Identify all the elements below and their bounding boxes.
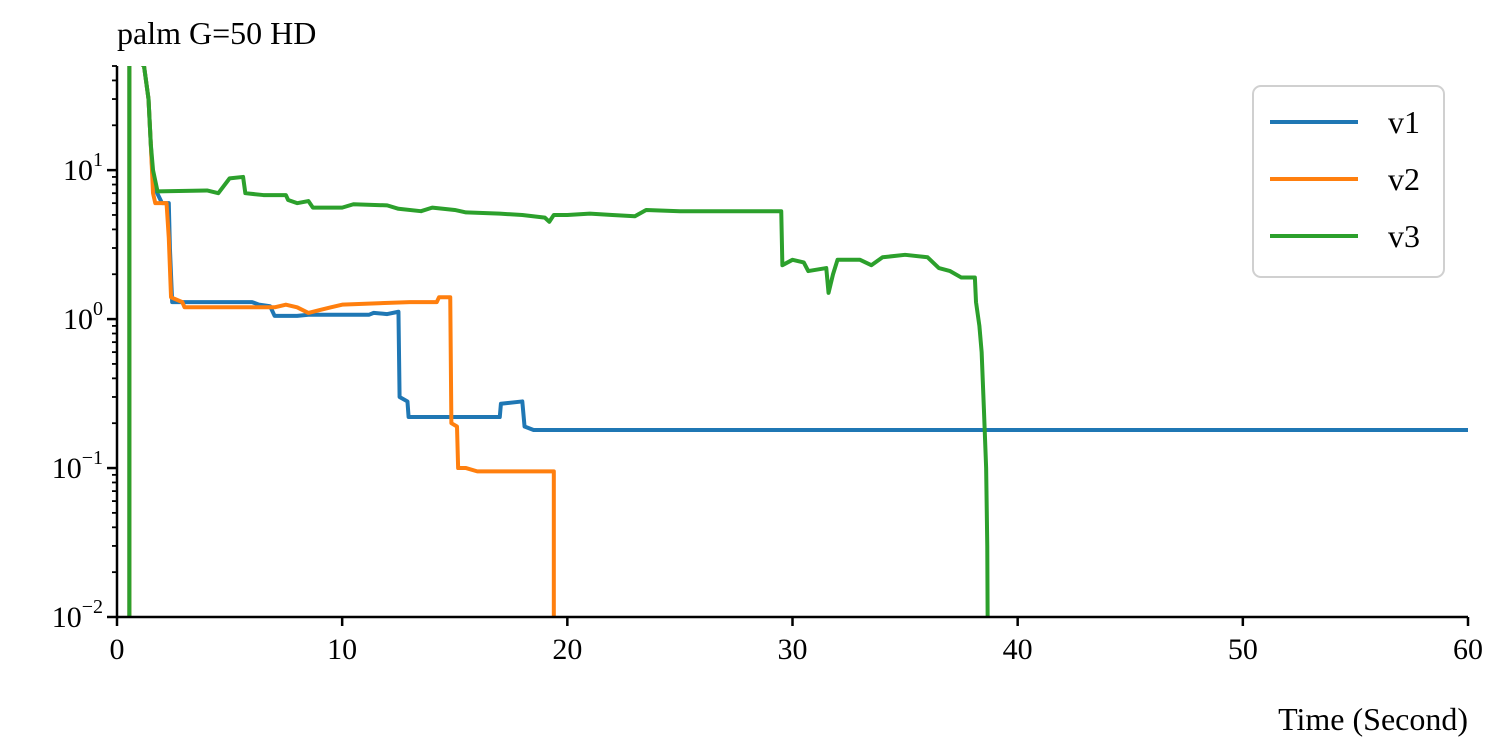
y-ticks: 10−2 10−1 100 101 [52,65,117,634]
y-tick-label: 101 [63,149,103,187]
x-tick-label: 50 [1228,633,1258,666]
y-tick-label: 10−2 [52,596,103,634]
legend: v1 v2 v3 [1252,85,1445,278]
legend-label-v3: v3 [1388,218,1420,254]
legend-label-v2: v2 [1388,161,1420,197]
y-tick-label: 100 [63,298,103,336]
y-tick-label: 10−1 [52,447,103,485]
legend-label-v1: v1 [1388,104,1420,140]
legend-frame [1252,85,1445,278]
chart-title: palm G=50 HD [117,15,316,51]
series-line-v2 [127,66,556,617]
x-axis-label: Time (Second) [1278,701,1468,737]
x-tick-label: 10 [327,633,357,666]
series-line-v3 [127,66,990,617]
x-tick-label: 0 [110,633,125,666]
x-tick-label: 30 [778,633,808,666]
x-ticks: 0 10 20 30 40 50 60 [110,617,1483,666]
x-tick-label: 60 [1453,633,1483,666]
x-tick-label: 20 [552,633,582,666]
x-tick-label: 40 [1003,633,1033,666]
series-layer [127,66,1468,617]
